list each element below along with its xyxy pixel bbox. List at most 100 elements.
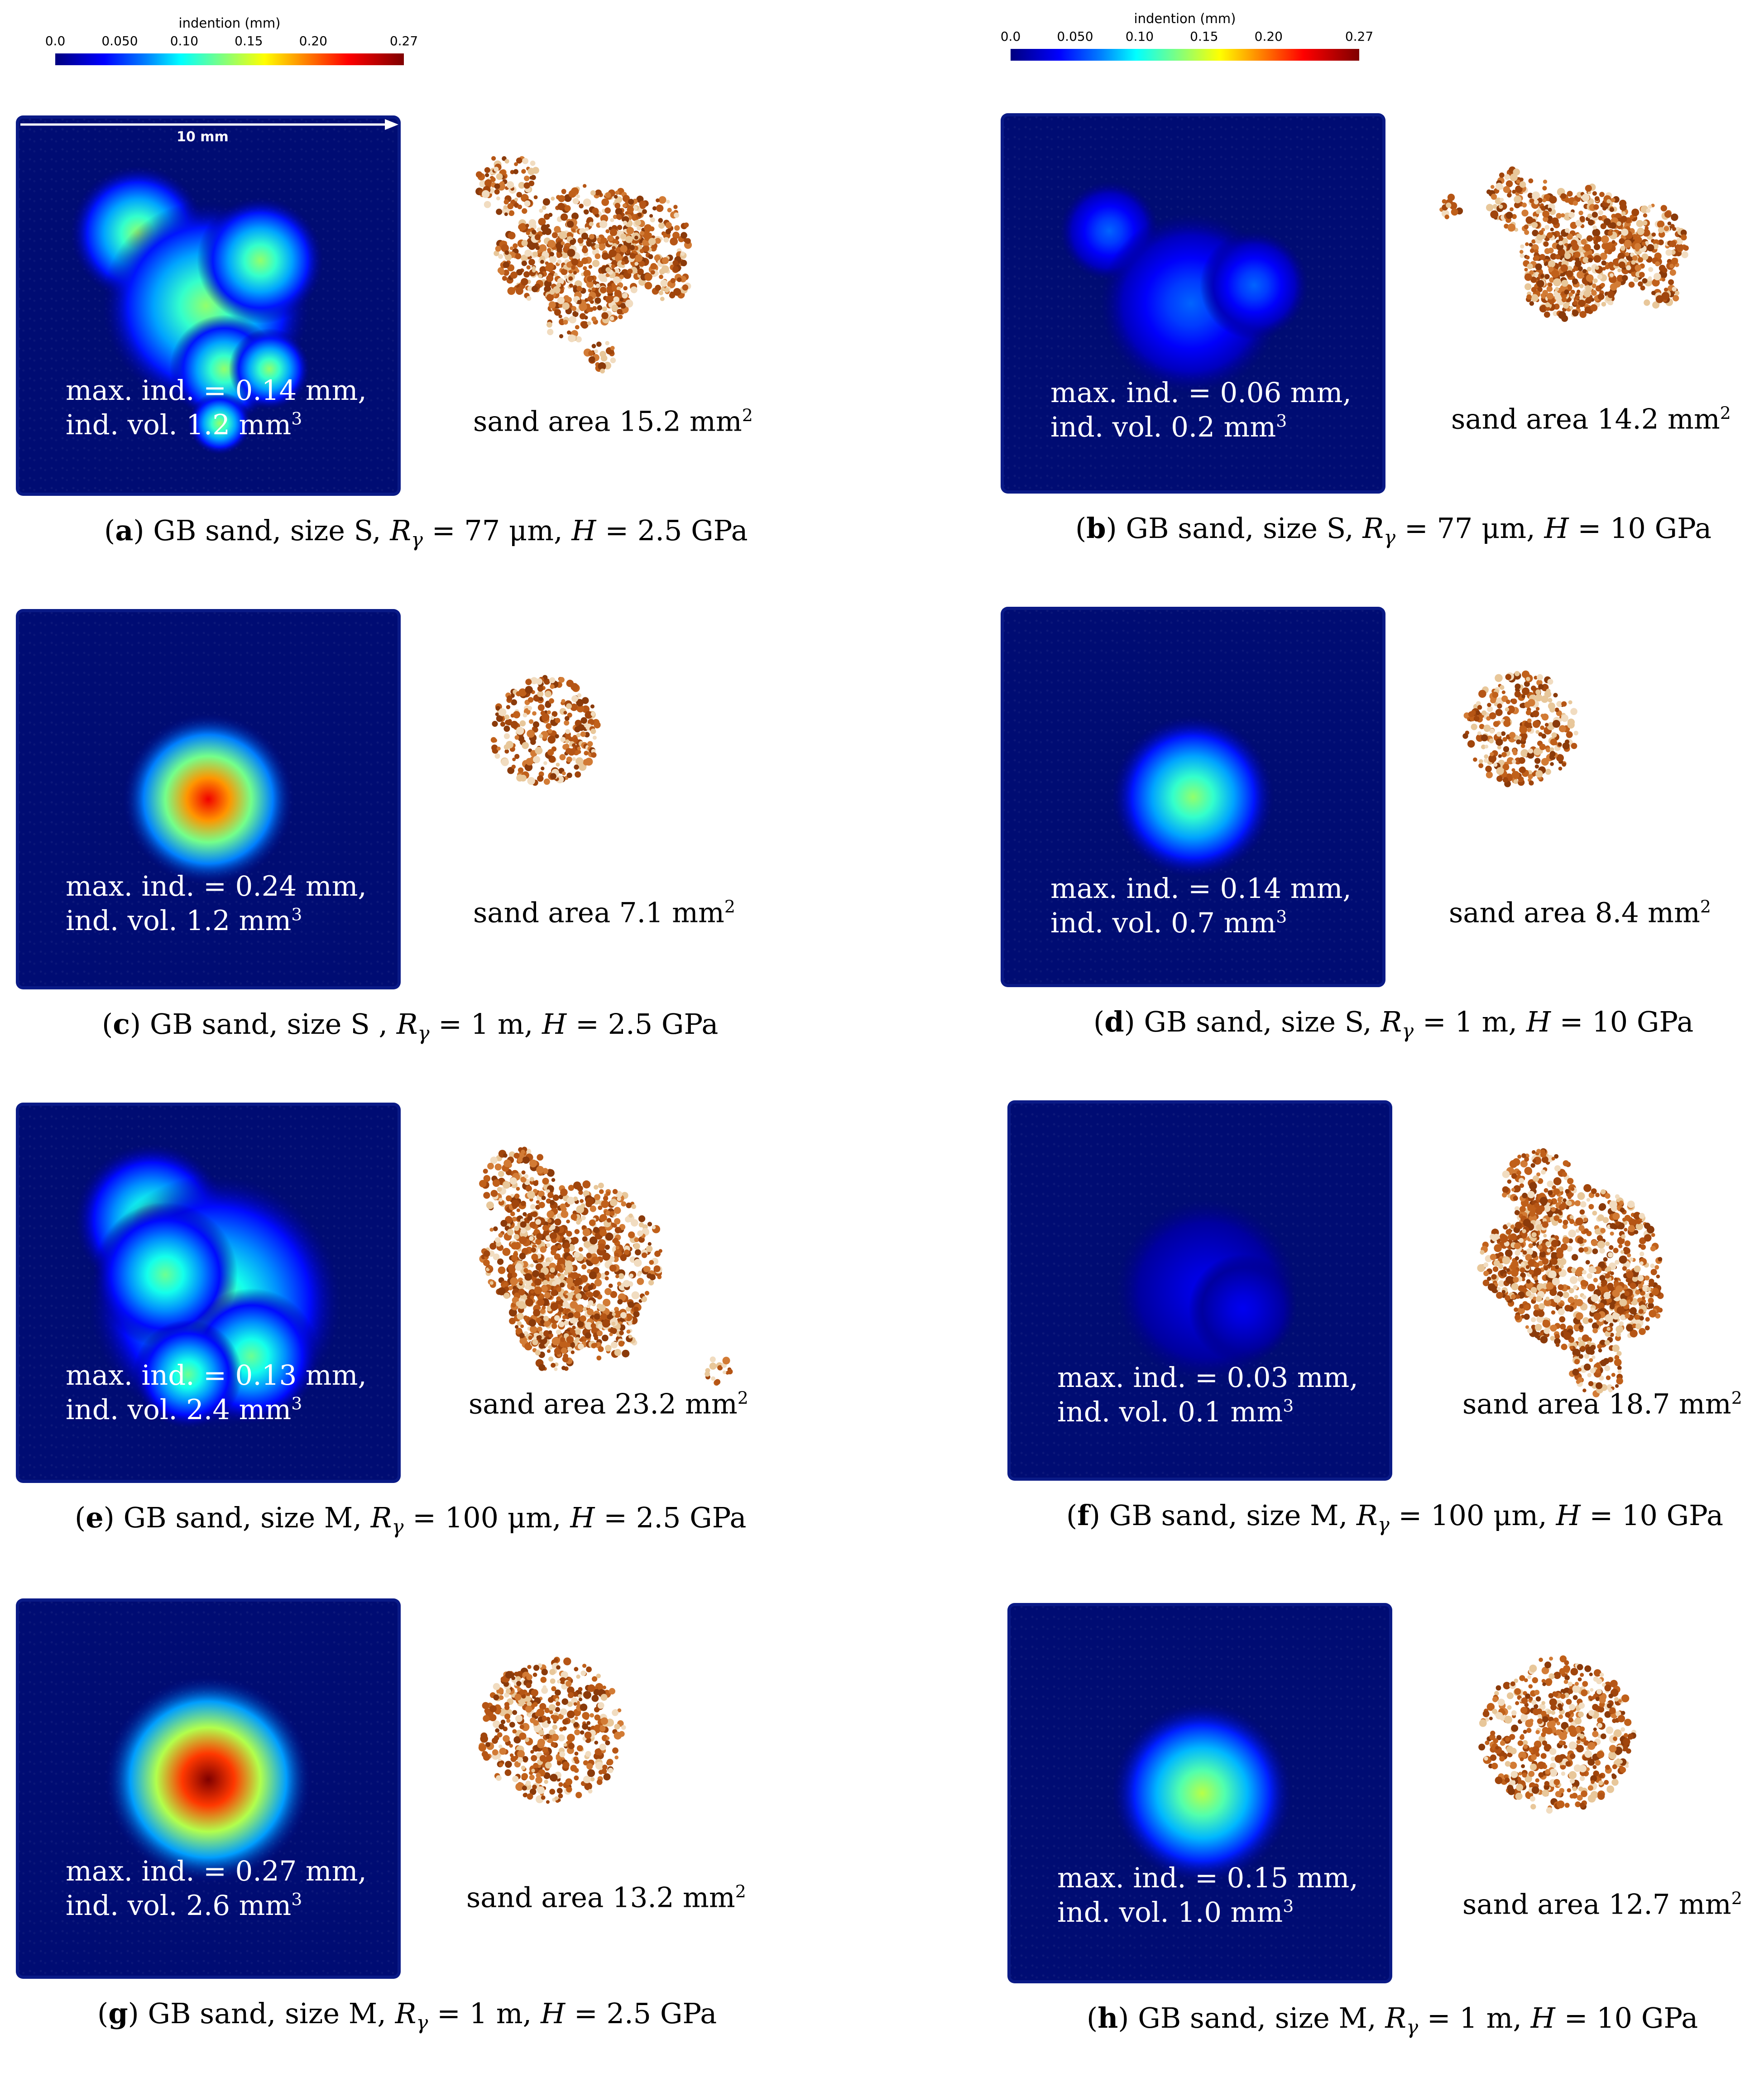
sand-grain: [619, 297, 624, 302]
sand-grain: [591, 1343, 597, 1348]
sand-grain: [551, 1323, 557, 1329]
sand-grain: [513, 1736, 521, 1744]
sand-grain: [1554, 1334, 1560, 1339]
sand-grain: [590, 704, 594, 709]
sand-grain: [547, 1192, 554, 1199]
sand-grain: [597, 305, 603, 311]
sand-grain: [564, 720, 570, 726]
sand-grain: [727, 1369, 733, 1375]
sand-grain: [1575, 295, 1580, 300]
sand-grain: [1605, 264, 1610, 269]
sand-grain: [1555, 1265, 1559, 1270]
panel-f: max. ind. = 0.03 mm, ind. vol. 0.1 mm3 san…: [1007, 1100, 1764, 1589]
panel-letter: b: [1086, 512, 1106, 545]
sand-grain: [515, 287, 523, 295]
sand-grain: [520, 1228, 526, 1234]
sand-grain: [594, 1714, 600, 1721]
sand-grain: [1631, 260, 1636, 265]
sand-grain: [493, 1226, 498, 1231]
sand-grain: [604, 1288, 612, 1296]
sand-grain: [1529, 1182, 1537, 1190]
sand-grain: [540, 1319, 545, 1324]
sand-grain: [1564, 252, 1571, 259]
sand-particle-cluster: [478, 1656, 626, 1804]
sand-grain: [1570, 221, 1577, 229]
sand-grain: [1511, 771, 1520, 779]
sand-grain: [1491, 185, 1495, 189]
sand-grain: [527, 168, 535, 175]
sand-grain: [1671, 258, 1678, 265]
sand-grain: [1527, 751, 1534, 759]
sand-grain: [1605, 1267, 1610, 1272]
sand-grain: [566, 703, 572, 709]
sand-grain: [658, 218, 663, 223]
sand-grain: [647, 1242, 652, 1246]
sand-grain: [596, 1779, 603, 1785]
sand-grain: [1630, 1329, 1638, 1338]
sand-grain: [591, 316, 597, 322]
sand-grain: [556, 763, 560, 767]
sand-grain: [535, 1350, 541, 1356]
sand-grain: [1499, 172, 1505, 178]
sand-grain: [1587, 1373, 1592, 1377]
sand-grain: [616, 214, 622, 220]
sand-grain: [1541, 1156, 1548, 1163]
sand-grain: [1592, 229, 1601, 237]
sand-grain: [585, 1332, 591, 1339]
colorbar-tick: 0.10: [170, 34, 199, 48]
sand-grain: [582, 1712, 590, 1720]
sand-grain: [1569, 306, 1573, 310]
sand-grain: [531, 1253, 538, 1261]
sand-grain: [612, 1189, 618, 1195]
sand-grain: [1489, 728, 1495, 734]
sand-grain: [479, 1180, 487, 1188]
sand-grain: [562, 1301, 569, 1307]
sand-grain: [507, 695, 513, 701]
sand-grain: [1563, 1160, 1569, 1166]
sand-grain: [1611, 240, 1615, 244]
sand-grain: [1528, 1243, 1534, 1248]
sand-grain: [544, 285, 551, 293]
sand-grain: [551, 1281, 557, 1286]
sand-grain: [549, 255, 557, 263]
sand-grain: [537, 1298, 545, 1306]
sand-grain: [616, 1246, 620, 1250]
sand-grain: [554, 1219, 561, 1226]
sand-grain: [649, 1274, 656, 1281]
sand-grain: [592, 280, 597, 284]
sand-grain: [1596, 1362, 1600, 1367]
sand-grain: [1614, 1358, 1622, 1367]
sand-grain: [570, 1350, 575, 1354]
sand-grain: [1656, 1274, 1660, 1279]
sand-grain: [577, 237, 584, 244]
sand-grain: [504, 212, 508, 216]
sand-grain: [588, 264, 593, 269]
sand-grain: [1531, 287, 1537, 293]
sand-grain: [1568, 1229, 1576, 1238]
sand-grain: [1596, 1368, 1601, 1374]
sand-grain: [1630, 215, 1635, 219]
sand-grain: [560, 213, 568, 221]
sand-grain: [558, 314, 562, 318]
sand-grain: [496, 196, 500, 201]
sand-grain: [537, 227, 542, 232]
sand-grain: [1599, 192, 1605, 197]
sand-grain: [1633, 277, 1639, 283]
sand-grain: [1446, 202, 1452, 208]
sand-grain: [1548, 1199, 1552, 1203]
sand-grain: [528, 1335, 532, 1340]
sand-grain: [1592, 225, 1597, 230]
sand-grain: [1601, 260, 1606, 266]
panel-letter: f: [1077, 1499, 1089, 1532]
sand-grain: [638, 1215, 646, 1223]
sand-grain: [524, 1174, 529, 1179]
sand-grain: [661, 265, 669, 273]
sand-grain: [493, 1683, 500, 1690]
sand-grain: [594, 297, 601, 304]
sand-grain: [1528, 774, 1533, 779]
sand-grain: [508, 719, 512, 724]
sand-grain: [1558, 1219, 1563, 1224]
sand-grain: [1548, 283, 1553, 287]
sand-grain: [604, 1276, 609, 1281]
sand-grain: [587, 1309, 594, 1315]
